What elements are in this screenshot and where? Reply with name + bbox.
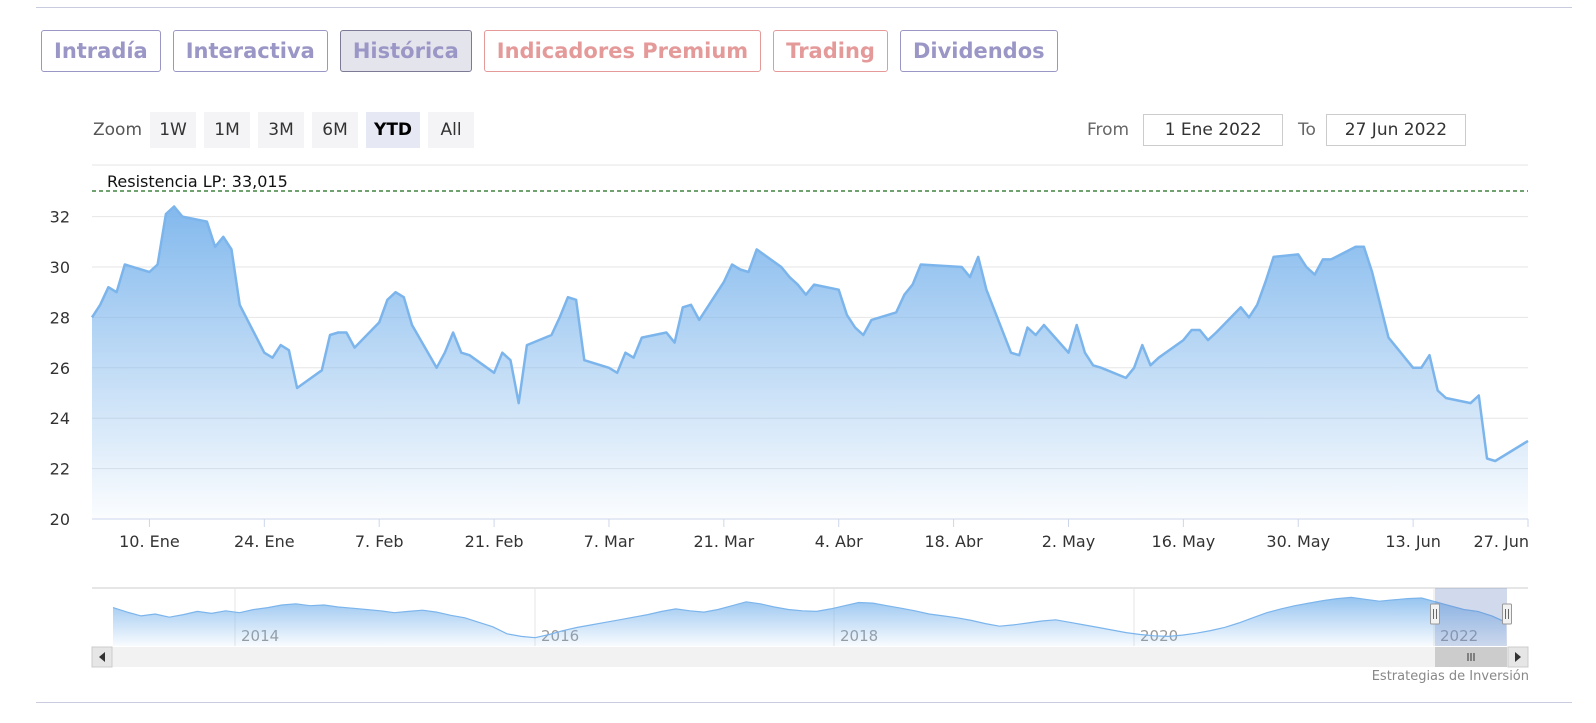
x-tick-label: 18. Abr bbox=[924, 532, 983, 551]
scroll-left-arrow-icon bbox=[99, 652, 105, 662]
tab-histórica[interactable]: Histórica bbox=[339, 30, 472, 72]
tab-indicadores-premium[interactable]: Indicadores Premium bbox=[483, 30, 762, 72]
navigator[interactable]: 2014 2016 2018 2020 2022 bbox=[91, 587, 1529, 668]
tab-dividendos[interactable]: Dividendos bbox=[899, 30, 1058, 72]
navigator-year-label: 2014 bbox=[241, 627, 279, 645]
navigator-year-label: 2022 bbox=[1440, 627, 1478, 645]
zoom-selector: Zoom 1W 1M 3M 6M YTD All bbox=[93, 112, 475, 148]
credit-text: Estrategias de Inversión bbox=[1371, 669, 1529, 684]
price-line bbox=[90, 205, 1529, 463]
zoom-button-3m[interactable]: 3M bbox=[258, 112, 305, 148]
scrollbar-thumb bbox=[1435, 647, 1507, 667]
chart-tabs: Intradía Interactiva Histórica Indicadores … bbox=[41, 30, 1058, 74]
navigator-year-label: 2018 bbox=[840, 627, 878, 645]
navigator-selection bbox=[1435, 588, 1507, 646]
y-tick-label: 28 bbox=[50, 308, 70, 327]
resistance-line: Resistencia LP: 33,015 bbox=[92, 172, 1528, 192]
to-date-input[interactable]: 27 Jun 2022 bbox=[1325, 114, 1466, 146]
scrollbar-right-button bbox=[1507, 646, 1529, 668]
zoom-button-all[interactable]: All bbox=[428, 112, 475, 148]
plot-area bbox=[90, 205, 1529, 519]
grid-lines bbox=[92, 164, 1528, 520]
x-tick-label: 4. Abr bbox=[815, 532, 863, 551]
scrollbar-track bbox=[92, 647, 1528, 667]
y-tick-label: 30 bbox=[50, 258, 70, 277]
x-axis: 10. Ene 24. Ene 7. Feb 21. Feb 7. Mar 21. Mar… bbox=[92, 518, 1529, 551]
x-tick-label: 10. Ene bbox=[119, 532, 180, 551]
from-label: From bbox=[1087, 120, 1130, 140]
zoom-button-1w[interactable]: 1W bbox=[150, 112, 197, 148]
x-tick-label: 13. Jun bbox=[1385, 532, 1441, 551]
x-tick-label: 16. May bbox=[1152, 532, 1216, 551]
x-tick-label: 30. May bbox=[1266, 532, 1330, 551]
bottom-divider bbox=[36, 702, 1572, 703]
y-tick-label: 26 bbox=[50, 359, 70, 378]
date-range-to: To 27 Jun 2022 bbox=[1298, 114, 1466, 146]
tab-interactiva[interactable]: Interactiva bbox=[172, 30, 328, 72]
zoom-button-6m[interactable]: 6M bbox=[312, 112, 359, 148]
x-tick-label: 7. Feb bbox=[355, 532, 404, 551]
x-tick-label: 21. Mar bbox=[693, 532, 754, 551]
date-range-from: From 1 Ene 2022 bbox=[1087, 114, 1284, 146]
x-tick-label: 24. Ene bbox=[234, 532, 295, 551]
tab-trading[interactable]: Trading bbox=[773, 30, 888, 72]
navigator-year-label: 2016 bbox=[541, 627, 579, 645]
resistance-label: Resistencia LP: 33,015 bbox=[107, 172, 288, 191]
y-tick-label: 24 bbox=[50, 409, 70, 428]
top-divider bbox=[36, 7, 1572, 8]
zoom-button-1m[interactable]: 1M bbox=[204, 112, 251, 148]
y-tick-label: 20 bbox=[50, 510, 70, 529]
scrollbar-left-button bbox=[91, 646, 113, 668]
zoom-label: Zoom bbox=[93, 120, 143, 140]
price-area bbox=[92, 206, 1528, 519]
to-label: To bbox=[1298, 120, 1316, 140]
y-tick-label: 32 bbox=[50, 208, 70, 227]
tab-intradía[interactable]: Intradía bbox=[41, 30, 161, 72]
x-tick-label: 7. Mar bbox=[584, 532, 635, 551]
navigator-area bbox=[113, 597, 1506, 646]
from-date-input[interactable]: 1 Ene 2022 bbox=[1143, 114, 1284, 146]
navigator-year-label: 2020 bbox=[1140, 627, 1178, 645]
navigator-handle-left bbox=[1430, 603, 1440, 625]
y-axis: 20 22 24 26 28 30 32 bbox=[50, 208, 70, 529]
zoom-button-ytd[interactable]: YTD bbox=[366, 112, 421, 148]
x-tick-label: 21. Feb bbox=[465, 532, 524, 551]
y-tick-label: 22 bbox=[50, 460, 70, 479]
x-tick-label: 2. May bbox=[1042, 532, 1095, 551]
navigator-line bbox=[112, 596, 1507, 639]
navigator-handle-right bbox=[1502, 603, 1512, 625]
scroll-right-arrow-icon bbox=[1515, 652, 1521, 662]
x-tick-label: 27. Jun bbox=[1473, 532, 1529, 551]
